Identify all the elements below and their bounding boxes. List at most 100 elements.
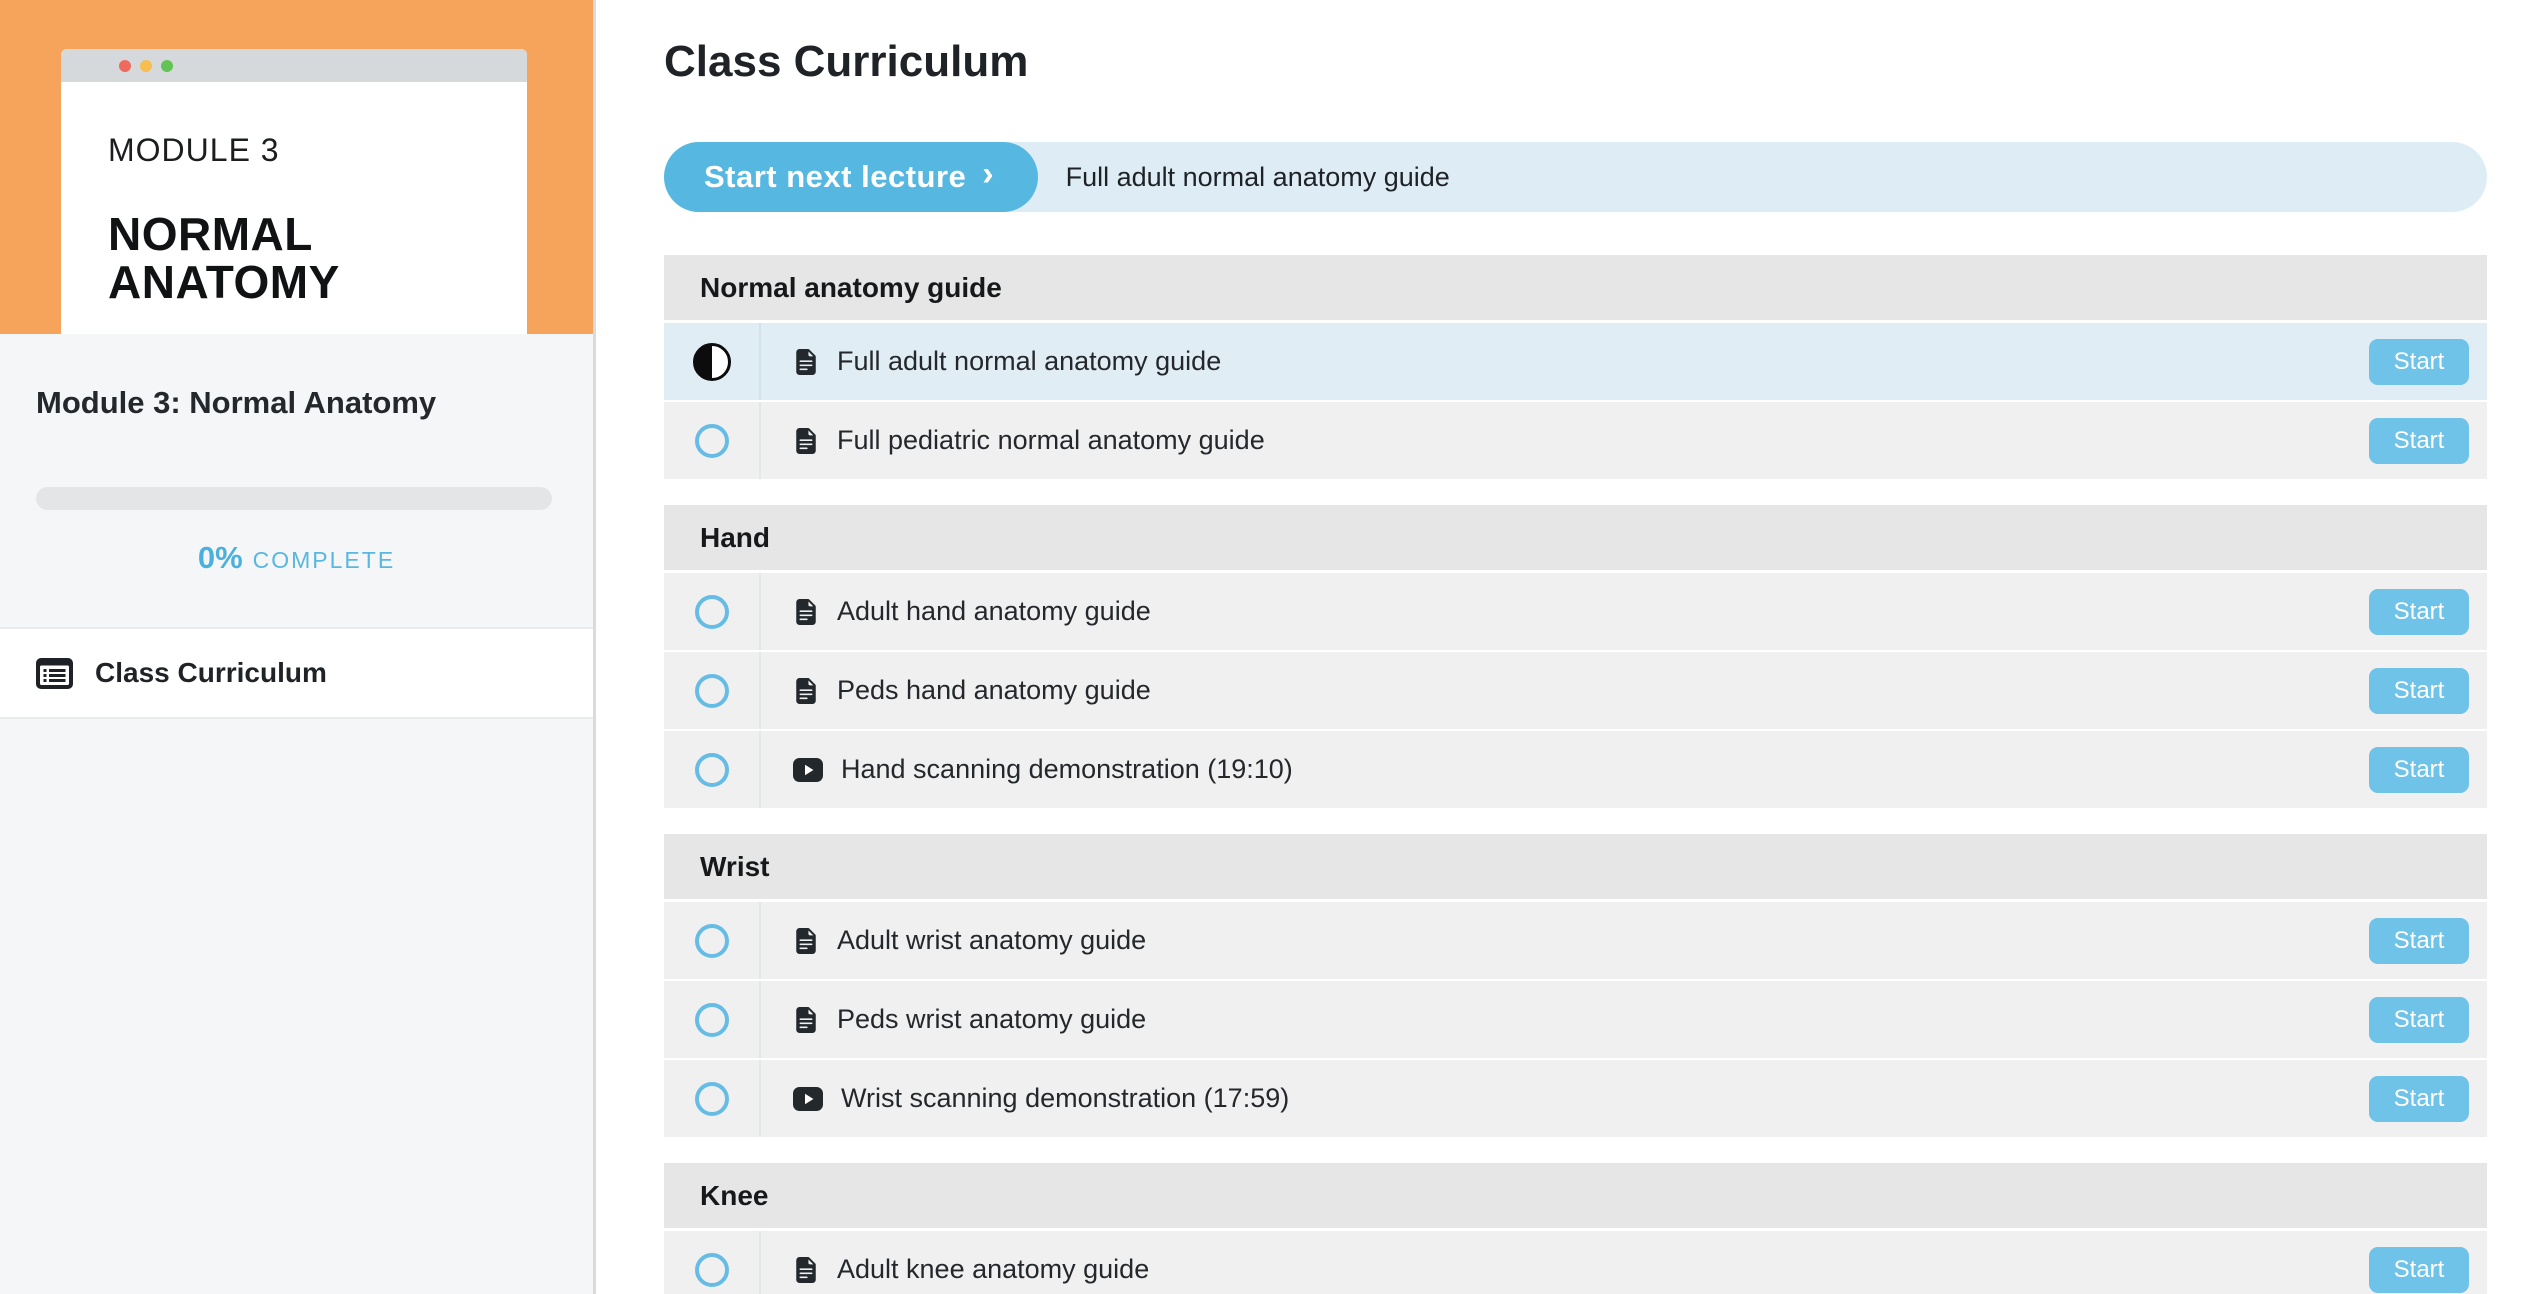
lecture-title[interactable]: Hand scanning demonstration (19:10)	[841, 754, 1293, 784]
lecture-status-cell	[664, 1231, 761, 1294]
start-next-lecture-button[interactable]: Start next lecture ›	[664, 142, 1038, 212]
lecture-row-body: Wrist scanning demonstration (17:59)	[761, 1060, 2369, 1137]
sidebar: MODULE 3 NORMAL ANATOMY Module 3: Normal…	[0, 0, 596, 1294]
chevron-right-icon: ›	[982, 155, 994, 193]
lecture-row[interactable]: Wrist scanning demonstration (17:59) Sta…	[664, 1060, 2487, 1137]
not-started-circle-icon	[694, 1252, 729, 1287]
start-button[interactable]: Start	[2369, 917, 2469, 964]
start-cell: Start	[2369, 902, 2487, 979]
next-lecture-banner: Start next lecture › Full adult normal a…	[664, 142, 2487, 212]
traffic-light-green-icon	[161, 59, 173, 72]
document-icon	[793, 1005, 819, 1035]
not-started-circle-icon	[694, 1002, 729, 1037]
section-header: Knee	[664, 1163, 2487, 1228]
start-cell: Start	[2369, 573, 2487, 650]
curriculum-section: Wrist Adult wrist anatomy guide Start	[664, 834, 2487, 1137]
sidebar-item-class-curriculum[interactable]: Class Curriculum	[0, 627, 593, 719]
document-icon	[793, 926, 819, 956]
lecture-row-body: Adult knee anatomy guide	[761, 1231, 2369, 1294]
traffic-light-yellow-icon	[140, 59, 152, 72]
lecture-title[interactable]: Adult wrist anatomy guide	[837, 925, 1147, 955]
lecture-title[interactable]: Adult hand anatomy guide	[837, 596, 1151, 626]
section-rows: Adult hand anatomy guide Start Peds hand…	[664, 573, 2487, 808]
document-icon	[793, 1255, 819, 1285]
lecture-row-body: Peds wrist anatomy guide	[761, 981, 2369, 1058]
start-button[interactable]: Start	[2369, 996, 2469, 1043]
section-rows: Adult wrist anatomy guide Start Peds wri…	[664, 902, 2487, 1137]
lecture-row[interactable]: Adult wrist anatomy guide Start	[664, 902, 2487, 979]
progress-percent: 0%	[197, 540, 243, 575]
next-lecture-title: Full adult normal anatomy guide	[1065, 161, 1450, 192]
curriculum-list-icon	[36, 657, 73, 689]
section-title: Normal anatomy guide	[700, 271, 1002, 303]
start-cell: Start	[2369, 652, 2487, 729]
lecture-title[interactable]: Full adult normal anatomy guide	[837, 346, 1222, 376]
sidebar-item-label: Class Curriculum	[95, 657, 327, 688]
start-button[interactable]: Start	[2369, 338, 2469, 385]
lecture-status-cell	[664, 981, 761, 1058]
lecture-row-body: Full pediatric normal anatomy guide	[761, 402, 2369, 479]
lecture-title[interactable]: Adult knee anatomy guide	[837, 1254, 1150, 1284]
section-rows: Full adult normal anatomy guide Start Fu…	[664, 323, 2487, 479]
start-cell: Start	[2369, 731, 2487, 808]
lecture-title[interactable]: Wrist scanning demonstration (17:59)	[841, 1083, 1290, 1113]
progress-bar	[36, 487, 552, 510]
lecture-row[interactable]: Hand scanning demonstration (19:10) Star…	[664, 731, 2487, 808]
not-started-circle-icon	[694, 752, 729, 787]
lecture-row[interactable]: Adult hand anatomy guide Start	[664, 573, 2487, 650]
module-title: Module 3: Normal Anatomy	[36, 385, 437, 420]
section-header: Normal anatomy guide	[664, 255, 2487, 320]
start-cell: Start	[2369, 1231, 2487, 1294]
section-title: Wrist	[700, 850, 770, 882]
start-cell: Start	[2369, 323, 2487, 400]
section-header: Hand	[664, 505, 2487, 570]
progress-complete-label: COMPLETE	[252, 547, 396, 573]
lecture-status-cell	[664, 573, 761, 650]
curriculum-section: Normal anatomy guide Full adult normal a…	[664, 255, 2487, 479]
module-name-line2: ANATOMY	[108, 255, 340, 308]
lecture-row[interactable]: Adult knee anatomy guide Start	[664, 1231, 2487, 1294]
browser-titlebar	[61, 49, 527, 82]
video-icon	[793, 757, 823, 782]
module-hero-banner: MODULE 3 NORMAL ANATOMY	[0, 0, 593, 334]
start-cell: Start	[2369, 402, 2487, 479]
lecture-row[interactable]: Peds wrist anatomy guide Start	[664, 981, 2487, 1058]
lecture-row-body: Hand scanning demonstration (19:10)	[761, 731, 2369, 808]
video-icon	[793, 1086, 823, 1111]
module-name-title: NORMAL ANATOMY	[108, 208, 527, 308]
in-progress-half-circle-icon	[692, 342, 731, 381]
lecture-title[interactable]: Full pediatric normal anatomy guide	[837, 425, 1265, 455]
start-button[interactable]: Start	[2369, 746, 2469, 793]
start-button[interactable]: Start	[2369, 588, 2469, 635]
lecture-row[interactable]: Full adult normal anatomy guide Start	[664, 323, 2487, 400]
lecture-title[interactable]: Peds wrist anatomy guide	[837, 1004, 1147, 1034]
sidebar-nav: Class Curriculum	[0, 627, 593, 719]
start-cell: Start	[2369, 1060, 2487, 1137]
progress-caption: 0% COMPLETE	[36, 540, 557, 576]
start-button[interactable]: Start	[2369, 1075, 2469, 1122]
start-button[interactable]: Start	[2369, 1246, 2469, 1293]
not-started-circle-icon	[694, 423, 729, 458]
lecture-row-body: Full adult normal anatomy guide	[761, 323, 2369, 400]
not-started-circle-icon	[694, 594, 729, 629]
document-icon	[793, 597, 819, 627]
section-title: Knee	[700, 1179, 769, 1211]
lecture-row[interactable]: Peds hand anatomy guide Start	[664, 652, 2487, 729]
page-title: Class Curriculum	[664, 37, 1029, 86]
not-started-circle-icon	[694, 673, 729, 708]
section-header: Wrist	[664, 834, 2487, 899]
document-icon	[793, 426, 819, 456]
start-next-lecture-label: Start next lecture	[704, 159, 967, 194]
lecture-row[interactable]: Full pediatric normal anatomy guide Star…	[664, 402, 2487, 479]
module-name-line1: NORMAL	[108, 208, 313, 260]
not-started-circle-icon	[694, 1081, 729, 1116]
start-button[interactable]: Start	[2369, 667, 2469, 714]
lecture-status-cell	[664, 902, 761, 979]
lecture-status-cell	[664, 731, 761, 808]
curriculum-sections: Normal anatomy guide Full adult normal a…	[664, 255, 2487, 1294]
section-rows: Adult knee anatomy guide Start	[664, 1231, 2487, 1294]
lecture-title[interactable]: Peds hand anatomy guide	[837, 675, 1151, 705]
traffic-light-red-icon	[119, 59, 131, 72]
start-button[interactable]: Start	[2369, 417, 2469, 464]
lecture-row-body: Adult wrist anatomy guide	[761, 902, 2369, 979]
